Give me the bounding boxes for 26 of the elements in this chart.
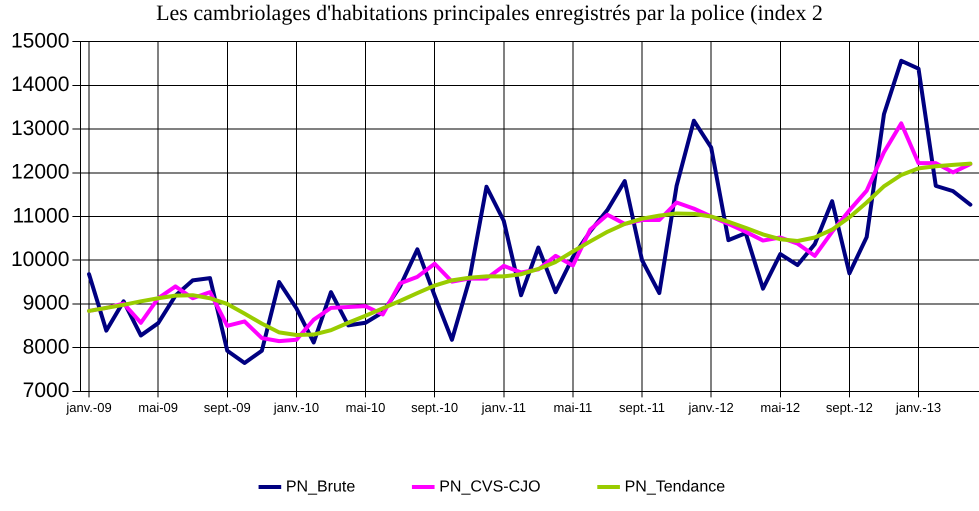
x-tick-label: janv.-11	[480, 400, 526, 415]
x-tick-label: mai-09	[138, 400, 178, 415]
y-tick-label: 8000	[22, 335, 70, 358]
y-tick-label: 15000	[10, 29, 70, 52]
legend-label: PN_Brute	[286, 478, 356, 496]
legend-label: PN_Tendance	[624, 478, 726, 496]
x-tick-label: sept.-10	[411, 400, 458, 415]
y-tick-label: 13000	[10, 116, 70, 140]
x-tick-label: janv.-12	[688, 400, 734, 415]
x-tick-label: janv.-10	[272, 400, 320, 415]
x-tick-label: mai-11	[554, 400, 592, 415]
y-tick-label: 10000	[10, 248, 70, 272]
x-tick-label: sept.-09	[204, 400, 251, 415]
y-tick-label: 11000	[12, 204, 70, 228]
chart-title: Les cambriolages d'habitations principales enregistrés par la police (index 2	[155, 0, 824, 26]
legend-label: PN_CVS-CJO	[439, 478, 541, 496]
x-tick-label: janv.-13	[894, 400, 942, 415]
x-tick-label: sept.-12	[826, 400, 873, 415]
x-tick-label: mai-12	[760, 400, 800, 415]
y-tick-label: 7000	[22, 379, 70, 402]
x-tick-label: sept.-11	[619, 400, 666, 415]
y-tick-label: 14000	[10, 73, 70, 96]
x-tick-label: mai-10	[346, 400, 386, 415]
x-tick-label: janv.-09	[65, 400, 112, 415]
y-tick-label: 9000	[22, 292, 70, 315]
y-tick-label: 12000	[10, 160, 70, 184]
